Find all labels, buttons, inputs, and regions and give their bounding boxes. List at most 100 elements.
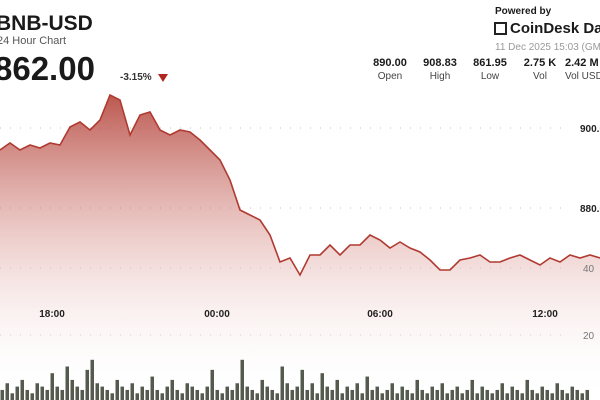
- coindesk-logo-icon: [494, 22, 507, 35]
- volume-bar: [560, 389, 564, 400]
- volume-bar: [290, 389, 294, 400]
- stat-open: 890.00 Open: [365, 57, 415, 82]
- volume-bar: [280, 366, 284, 400]
- y-tick-label: 900.00: [580, 124, 600, 135]
- volume-bar: [540, 386, 544, 400]
- volume-bar: [515, 389, 519, 400]
- volume-bar: [295, 386, 299, 400]
- volume-bar: [15, 386, 19, 400]
- volume-bar: [220, 393, 224, 400]
- volume-bar: [495, 389, 499, 400]
- stat-label: High: [429, 71, 451, 82]
- volume-bar: [0, 389, 4, 400]
- volume-bar: [510, 386, 514, 400]
- volume-bar: [230, 389, 234, 400]
- volume-bar: [5, 383, 9, 400]
- volume-bar: [550, 393, 554, 400]
- volume-bar: [250, 389, 254, 400]
- volume-bar: [450, 389, 454, 400]
- volume-bar: [465, 389, 469, 400]
- volume-bar: [490, 393, 494, 400]
- volume-bar: [375, 386, 379, 400]
- stat-vol: 2.75 K Vol: [515, 57, 565, 82]
- volume-bar: [55, 386, 59, 400]
- volume-bar: [430, 386, 434, 400]
- volume-bar: [265, 386, 269, 400]
- timestamp: 11 Dec 2025 15:03 (GMT): [495, 42, 600, 53]
- volume-bar: [570, 386, 574, 400]
- volume-bar: [390, 383, 394, 400]
- volume-bar: [85, 369, 89, 400]
- volume-bar: [485, 389, 489, 400]
- chart-subtitle: 24 Hour Chart: [0, 35, 67, 47]
- stat-high: 908.83 High: [415, 57, 465, 82]
- volume-bar: [130, 383, 134, 400]
- powered-by-label: Powered by: [495, 6, 552, 17]
- volume-bar: [125, 389, 129, 400]
- volume-bar: [160, 393, 164, 400]
- stat-low: 861.95 Low: [465, 57, 515, 82]
- volume-bar: [500, 383, 504, 400]
- x-tick-label: 18:00: [39, 309, 65, 320]
- volume-bar: [180, 393, 184, 400]
- volume-bar: [340, 393, 344, 400]
- stat-value: 908.83: [423, 57, 457, 69]
- volume-bar: [350, 389, 354, 400]
- volume-bar: [10, 393, 14, 400]
- volume-bar: [335, 379, 339, 400]
- current-price: 862.00: [0, 50, 95, 87]
- volume-bar: [260, 379, 264, 400]
- stat-value: 2.75 K: [523, 57, 557, 69]
- volume-bar: [30, 393, 34, 400]
- volume-bar: [245, 386, 249, 400]
- volume-bar: [310, 383, 314, 400]
- volume-bar: [365, 376, 369, 400]
- volume-bar: [475, 393, 479, 400]
- volume-bar: [215, 389, 219, 400]
- stat-vol-usd: 2.42 M Vol USD: [565, 57, 600, 82]
- price-area: [0, 95, 600, 400]
- volume-bar: [255, 393, 259, 400]
- volume-bar: [410, 393, 414, 400]
- volume-bar: [380, 393, 384, 400]
- volume-bar: [190, 386, 194, 400]
- volume-bar: [315, 393, 319, 400]
- volume-bar: [270, 389, 274, 400]
- volume-bar: [45, 389, 49, 400]
- brand-name: CoinDesk Data: [510, 20, 600, 37]
- volume-bar: [50, 373, 54, 400]
- volume-bar: [305, 389, 309, 400]
- volume-bar: [395, 393, 399, 400]
- stat-value: 2.42 M: [565, 57, 599, 69]
- volume-bar: [195, 389, 199, 400]
- volume-bar: [95, 383, 99, 400]
- volume-bar: [115, 379, 119, 400]
- volume-bar: [210, 369, 214, 400]
- volume-bar: [435, 389, 439, 400]
- stat-value: 861.95: [473, 57, 507, 69]
- volume-bar: [320, 373, 324, 400]
- volume-bar: [170, 379, 174, 400]
- volume-tick-label: 20: [583, 331, 595, 342]
- symbol-title: BNB-USD: [0, 12, 93, 35]
- volume-bar: [585, 389, 589, 400]
- volume-bar: [445, 393, 449, 400]
- x-tick-label: 12:00: [532, 309, 558, 320]
- volume-bar: [80, 389, 84, 400]
- price-change: -3.15%: [120, 72, 152, 83]
- volume-bar: [185, 383, 189, 400]
- volume-bar: [145, 389, 149, 400]
- volume-bar: [240, 359, 244, 400]
- volume-bar: [25, 389, 29, 400]
- volume-bar: [90, 359, 94, 400]
- coindesk-logo[interactable]: CoinDesk Data: [494, 20, 600, 37]
- volume-bar: [275, 393, 279, 400]
- volume-bar: [420, 389, 424, 400]
- volume-bar: [205, 386, 209, 400]
- volume-bar: [415, 379, 419, 400]
- y-tick-label: 880.00: [580, 204, 600, 215]
- volume-bar: [525, 379, 529, 400]
- volume-bar: [460, 393, 464, 400]
- price-line: [0, 93, 600, 277]
